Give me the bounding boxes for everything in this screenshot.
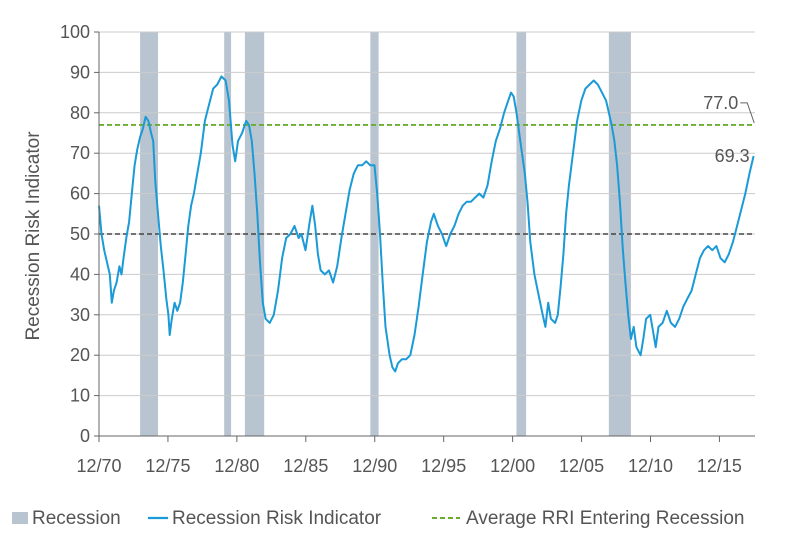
y-tick-label: 70 [70,143,90,163]
annotations: 77.0 69.3 [703,93,755,166]
x-tick-label: 12/15 [697,456,742,476]
x-tick-label: 12/90 [352,456,397,476]
x-tick-label: 12/80 [214,456,259,476]
y-tick-label: 80 [70,103,90,123]
y-tick-label: 50 [70,224,90,244]
annotation-77: 77.0 [703,93,738,113]
series-layer [98,75,755,373]
y-tick-label: 20 [70,345,90,365]
legend-swatch-recession [12,512,28,524]
y-tick-label: 40 [70,264,90,284]
annotation-69: 69.3 [715,146,750,166]
x-tick-label: 12/70 [76,456,121,476]
y-tick-label: 100 [60,22,90,42]
legend: Recession Recession Risk Indicator Avera… [12,508,744,529]
x-tick-label: 12/85 [283,456,328,476]
x-tick-label: 12/00 [490,456,535,476]
x-tick-label: 12/10 [628,456,673,476]
y-tick-label: 30 [70,305,90,325]
y-tick-label: 10 [70,386,90,406]
x-tick-label: 12/95 [421,456,466,476]
reference-lines [99,124,755,235]
legend-label-recession: Recession [32,508,121,529]
annotation-leader-77 [740,102,755,124]
legend-label-average: Average RRI Entering Recession [466,508,744,529]
y-axis-title: Recession Risk Indicator [23,131,44,341]
axes: 0 10 20 30 40 50 60 70 80 90 100 12/70 12/75 12/80 12/… [60,22,755,476]
x-tick-label: 12/05 [559,456,604,476]
gridlines [99,31,755,397]
x-tick-label: 12/75 [145,456,190,476]
y-tick-label: 90 [70,62,90,82]
legend-label-rri: Recession Risk Indicator [172,508,382,529]
rri-series-line [98,75,755,373]
y-tick-label: 60 [70,184,90,204]
y-tick-label: 0 [80,426,90,446]
